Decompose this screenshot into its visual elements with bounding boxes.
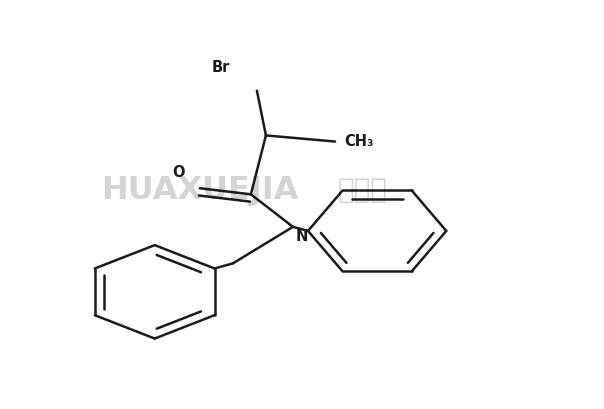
Text: 化学加: 化学加	[337, 176, 387, 204]
Text: Br: Br	[211, 59, 230, 74]
Text: CH₃: CH₃	[344, 134, 373, 149]
Text: N: N	[296, 229, 309, 244]
Text: O: O	[172, 165, 185, 180]
Text: HUAXUEJIA: HUAXUEJIA	[101, 175, 298, 206]
